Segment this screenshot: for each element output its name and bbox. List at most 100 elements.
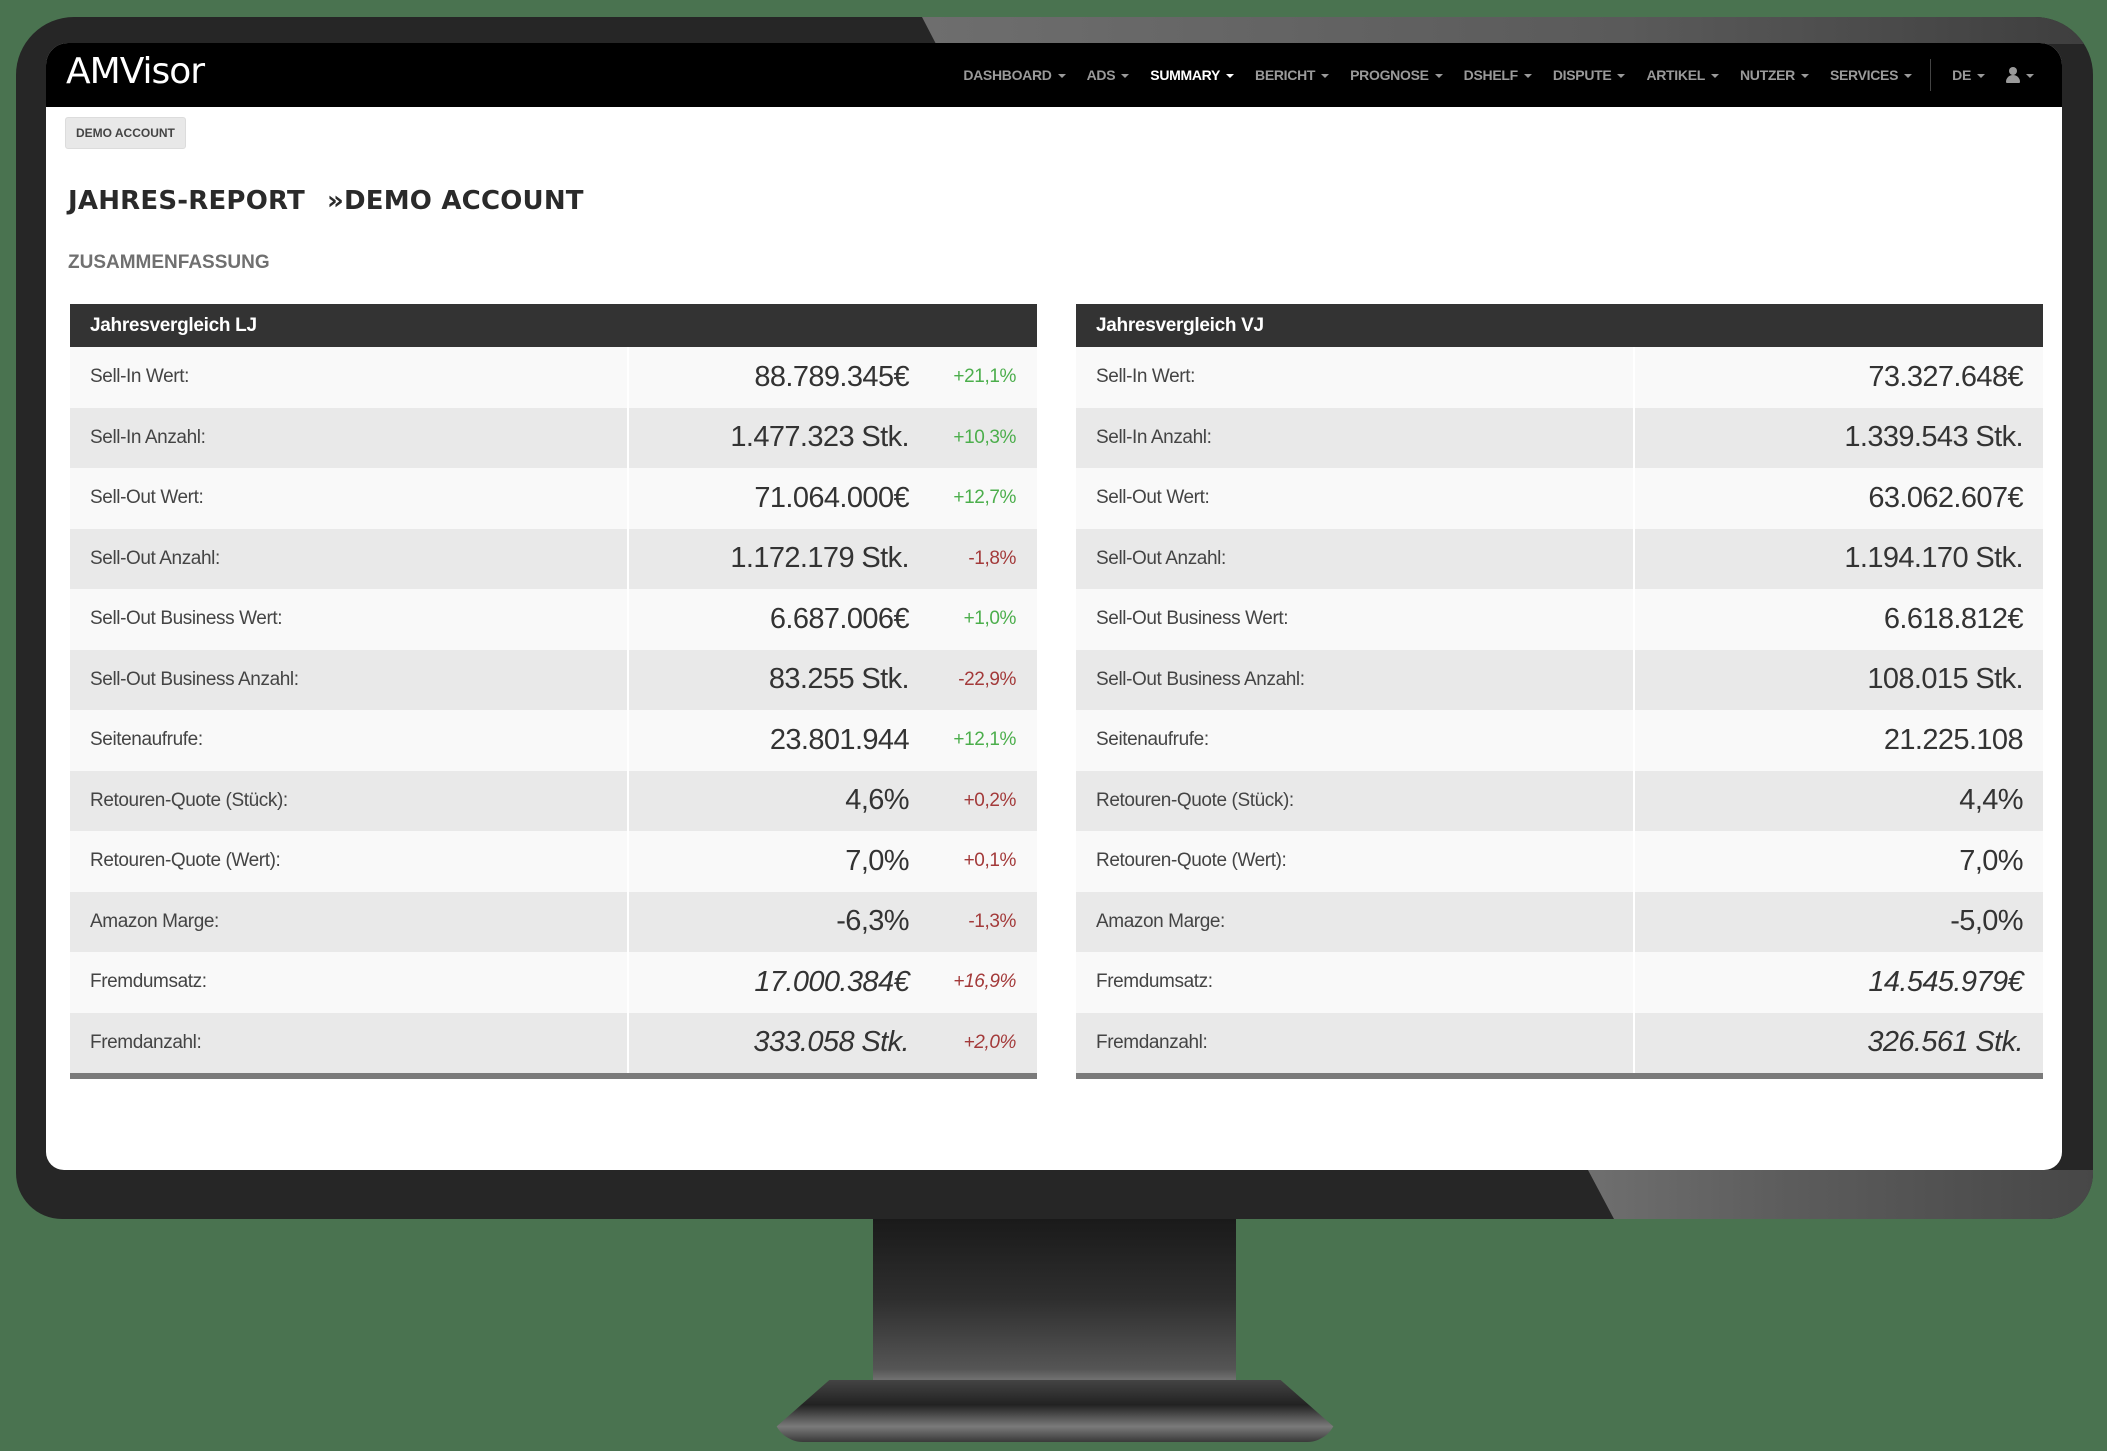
table-row: Seitenaufrufe: 23.801.944 +12,1% [70,710,1037,771]
nav-item-services[interactable]: SERVICES [1830,67,1913,83]
table-row: Fremdanzahl: 326.561 Stk. [1076,1012,2043,1073]
metric-label: Sell-In Wert: [70,347,629,408]
page-title: JAHRES-REPORT »DEMO ACCOUNT [68,186,584,216]
table-row: Amazon Marge: -6,3% -1,3% [70,891,1037,952]
metric-change: +10,3% [953,426,1016,448]
metric-label: Sell-Out Anzahl: [70,528,629,589]
table-row: Sell-Out Wert: 71.064.000€ +12,7% [70,468,1037,529]
table-row: Sell-In Anzahl: 1.339.543 Stk. [1076,407,2043,468]
nav-item-prognose[interactable]: PROGNOSE [1350,67,1443,83]
nav-item-summary[interactable]: SUMMARY [1150,67,1235,83]
nav-item-bericht[interactable]: BERICHT [1255,67,1330,83]
table-row: Sell-In Wert: 88.789.345€ +21,1% [70,347,1037,408]
metric-label: Retouren-Quote (Stück): [70,770,629,831]
table-row: Amazon Marge: -5,0% [1076,891,2043,952]
user-menu[interactable] [2006,67,2034,83]
panel-footer-bar [1076,1073,2043,1079]
caret-down-icon [1226,74,1235,78]
nav-item-dispute[interactable]: DISPUTE [1553,67,1626,83]
table-row: Sell-In Wert: 73.327.648€ [1076,347,2043,408]
nav-item-artikel[interactable]: ARTIKEL [1646,67,1719,83]
metric-value: 1.172.179 Stk. [730,542,909,575]
table-row: Sell-Out Wert: 63.062.607€ [1076,468,2043,529]
table-row: Retouren-Quote (Wert): 7,0% [1076,831,2043,892]
metric-label: Sell-Out Wert: [1076,468,1635,529]
nav-item-label: ADS [1086,67,1116,83]
nav-item-dashboard[interactable]: DASHBOARD [963,67,1066,83]
caret-down-icon [1057,74,1066,78]
metric-change: +12,7% [953,487,1016,509]
metric-change: +0,2% [963,789,1017,811]
metric-label: Sell-Out Wert: [70,468,629,529]
table-row: Sell-Out Anzahl: 1.172.179 Stk. -1,8% [70,528,1037,589]
table-row: Sell-Out Business Anzahl: 83.255 Stk. -22,… [70,649,1037,710]
metric-change: -22,9% [958,668,1016,690]
metric-label: Sell-Out Business Wert: [1076,589,1635,650]
metric-value: 14.545.979€ [1868,965,2023,998]
table-row: Sell-Out Business Wert: 6.618.812€ [1076,589,2043,650]
metric-value: 73.327.648€ [1868,360,2023,393]
metric-change: -1,8% [968,547,1016,569]
caret-down-icon [1523,74,1532,78]
metric-label: Sell-Out Business Anzahl: [70,649,629,710]
metric-value: 333.058 Stk. [753,1026,909,1059]
metric-value: 83.255 Stk. [768,663,910,696]
table-row: Retouren-Quote (Stück): 4,4% [1076,770,2043,831]
metric-label: Retouren-Quote (Stück): [1076,770,1635,831]
metric-label: Retouren-Quote (Wert): [1076,831,1635,892]
panel-jahresvergleich-lj: Jahresvergleich LJ Sell-In Wert: 88.789.3… [70,304,1037,1079]
table-row: Seitenaufrufe: 21.225.108 [1076,710,2043,771]
nav-item-label: DASHBOARD [963,67,1052,83]
main-nav: DASHBOARD ADS SUMMARY BERICHT PROGNOSE DSHELF… [942,43,2034,107]
caret-down-icon [1321,74,1330,78]
metric-label: Fremdanzahl: [1076,1012,1635,1073]
logo-text: AMVisor [66,51,205,92]
nav-item-label: BERICHT [1255,67,1316,83]
table-row: Sell-In Anzahl: 1.477.323 Stk. +10,3% [70,407,1037,468]
metric-label: Sell-In Anzahl: [70,407,629,468]
metric-change: +1,0% [963,608,1017,630]
metric-value: 7,0% [845,844,909,877]
nav-item-dshelf[interactable]: DSHELF [1464,67,1532,83]
metric-change: +21,1% [953,366,1016,388]
metric-value: -5,0% [1950,905,2023,938]
metric-value: 1.339.543 Stk. [1844,421,2023,454]
nav-item-label: NUTZER [1740,67,1795,83]
metric-value: 4,6% [845,784,909,817]
panel-footer-bar [70,1073,1037,1079]
nav-item-nutzer[interactable]: NUTZER [1740,67,1809,83]
caret-down-icon [1434,74,1443,78]
nav-item-label: PROGNOSE [1350,67,1429,83]
caret-down-icon [1121,74,1130,78]
metric-change: -1,3% [968,910,1016,932]
metric-change: +2,0% [963,1031,1017,1053]
nav-item-label: DSHELF [1463,67,1519,83]
metric-value: 23.801.944 [769,723,910,756]
table-row: Fremdumsatz: 17.000.384€ +16,9% [70,952,1037,1013]
metric-value: 7,0% [1959,844,2023,877]
account-badge[interactable]: DEMO ACCOUNT [65,117,186,149]
metric-value: 326.561 Stk. [1867,1026,2023,1059]
metric-value: 1.477.323 Stk. [730,421,909,454]
metric-value: 21.225.108 [1883,723,2024,756]
nav-item-ads[interactable]: ADS [1087,67,1130,83]
metric-value: 63.062.607€ [1868,481,2023,514]
bezel-highlight-bottom [1588,1170,2093,1219]
metric-value: 1.194.170 Stk. [1844,542,2023,575]
language-dropdown[interactable]: DE [1952,67,1985,83]
panel-header: Jahresvergleich LJ [70,304,1037,347]
metric-value: 6.687.006€ [769,602,910,635]
metric-label: Fremdanzahl: [70,1012,629,1073]
account-breadcrumb: »DEMO ACCOUNT [326,186,584,216]
metric-label: Sell-Out Business Anzahl: [1076,649,1635,710]
metric-change: +16,9% [953,971,1016,993]
table-row: Sell-Out Business Anzahl: 108.015 Stk. [1076,649,2043,710]
metric-label: Retouren-Quote (Wert): [70,831,629,892]
caret-down-icon [1617,74,1626,78]
metric-value: 17.000.384€ [754,965,909,998]
caret-down-icon [1800,74,1809,78]
table-row: Retouren-Quote (Wert): 7,0% +0,1% [70,831,1037,892]
app-logo[interactable]: AMVisor [66,51,205,92]
monitor-stand-base [773,1380,1337,1442]
nav-item-label: ARTIKEL [1646,67,1705,83]
